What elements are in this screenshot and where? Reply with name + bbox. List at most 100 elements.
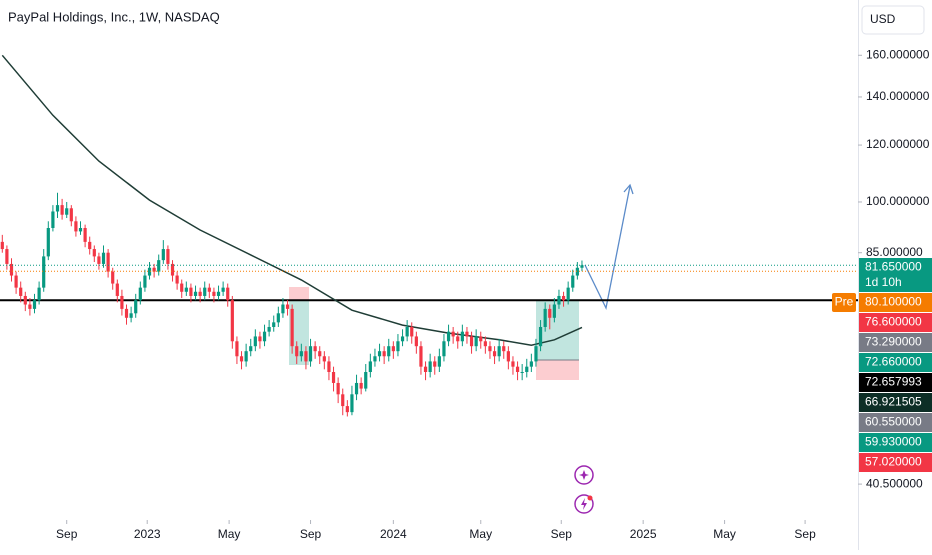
candle-body [235, 341, 239, 357]
candle-body [460, 331, 464, 342]
candle-body [55, 205, 60, 212]
candle-body [396, 341, 400, 352]
candle-body [28, 304, 32, 309]
candle-body [23, 295, 27, 305]
candle-body [198, 291, 202, 296]
candle-body [276, 313, 280, 323]
candle-body [207, 287, 211, 292]
candle-body [492, 351, 497, 357]
icon-glyph [579, 470, 589, 480]
candle-body [74, 221, 78, 232]
candle-body [290, 308, 294, 347]
candle-body [423, 366, 428, 373]
candle-body [9, 263, 14, 276]
moving-average [1, 54, 583, 346]
candle-body [129, 313, 133, 318]
candle-body [230, 300, 234, 342]
candle-body [465, 331, 469, 337]
candle-body [78, 228, 83, 232]
candle-body [377, 351, 382, 357]
price-tag [859, 453, 932, 472]
price-tag-label: 66.921505 [865, 395, 922, 409]
y-tick-label: 40.500000 [866, 476, 923, 490]
candle-body [373, 356, 377, 362]
candle-body [483, 341, 487, 347]
candle-body [520, 372, 524, 374]
candle-body [488, 346, 492, 352]
chart-title: PayPal Holdings, Inc., 1W, NASDAQ [8, 9, 220, 24]
price-tag-label: 76.600000 [865, 315, 922, 329]
candle-body [359, 382, 363, 389]
y-tick-label: 120.000000 [866, 137, 930, 151]
candle-body [506, 351, 510, 362]
candle-body [433, 361, 437, 367]
x-tick-label: Sep [551, 527, 573, 541]
candle-body [244, 351, 248, 362]
price-tag [859, 433, 932, 452]
stop-zone [536, 360, 579, 380]
target-zone [536, 300, 579, 360]
y-tick-label: 140.000000 [866, 89, 930, 103]
price-tag-sublabel: 1d 10h [865, 275, 902, 289]
candle-body [446, 331, 451, 342]
candle-body [60, 205, 64, 215]
price-tag-label: 60.550000 [865, 415, 922, 429]
candle-body [267, 326, 271, 332]
candle-body [83, 228, 87, 242]
candle-body [175, 275, 179, 284]
candle-body [451, 331, 455, 337]
candle-body [239, 356, 244, 362]
candle-body [387, 346, 391, 357]
session-label: Pre [835, 295, 854, 309]
x-tick-label: May [713, 527, 736, 541]
candle-body [262, 331, 267, 342]
candle-body [538, 326, 543, 347]
price-tag [859, 353, 932, 372]
candle-body [313, 346, 317, 352]
price-tag [859, 333, 932, 352]
y-tick-label: 100.000000 [866, 194, 930, 208]
candle-body [428, 361, 432, 373]
candle-body [189, 287, 193, 296]
candle-body [19, 287, 23, 296]
candle-body [295, 346, 299, 357]
candle-body [88, 241, 92, 250]
price-tag [859, 258, 932, 292]
candle-body [364, 372, 368, 389]
plot [0, 54, 858, 417]
currency-button[interactable] [861, 5, 925, 35]
candle-body [414, 336, 418, 347]
candle-body [193, 291, 198, 296]
candle-body [529, 361, 533, 367]
candle-body [115, 283, 119, 296]
price-tag-label: 80.100000 [865, 295, 922, 309]
candle-body [327, 361, 331, 373]
candle-body [437, 356, 441, 367]
candle-body [304, 351, 308, 362]
candle-body [106, 252, 110, 272]
candle-body [5, 249, 9, 264]
candle-body [382, 351, 386, 357]
candle-body [69, 208, 73, 222]
candle-body [138, 287, 142, 301]
candle-body [147, 267, 152, 276]
candle-body [502, 346, 506, 352]
candle-body [336, 382, 340, 395]
price-tag-label: 73.290000 [865, 335, 922, 349]
candle-body [32, 300, 37, 309]
candle-body [161, 249, 165, 261]
candle-body [272, 322, 276, 327]
candle-body [341, 394, 345, 407]
candle-body [170, 263, 175, 276]
candle-body [405, 326, 409, 337]
candle-body [566, 287, 570, 301]
candle-body [469, 336, 474, 347]
candle-body [14, 275, 18, 288]
candle-body [479, 336, 483, 342]
candle-body [184, 287, 188, 292]
y-tick-label: 160.000000 [866, 47, 930, 61]
candle-body [419, 346, 423, 367]
price-tag-label: 81.650000 [865, 260, 922, 274]
